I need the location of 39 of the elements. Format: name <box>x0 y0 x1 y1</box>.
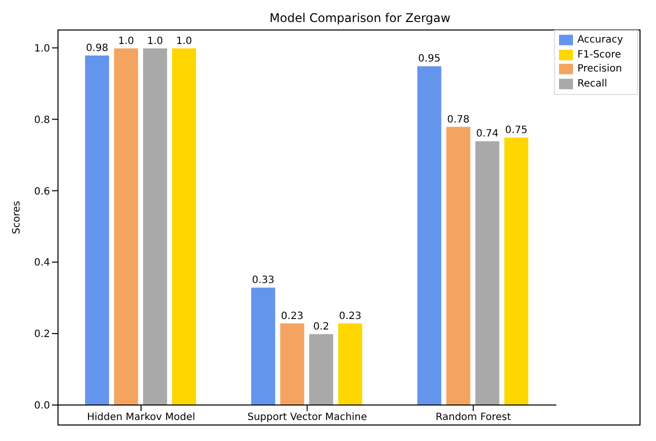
data-label: 0.95 <box>418 54 440 65</box>
data-label: 0.75 <box>505 125 528 136</box>
data-label: 0.78 <box>447 114 470 126</box>
data-label: 0.23 <box>281 310 304 322</box>
data-label: 1.0 <box>176 36 192 47</box>
data-label: 1.0 <box>147 36 164 47</box>
legend-label: Precision <box>577 64 622 76</box>
bar <box>279 322 306 405</box>
y-axis-title: Scores <box>12 200 23 234</box>
data-label: 0.23 <box>339 310 362 322</box>
legend-label: Accuracy <box>577 34 623 46</box>
x-tick-label: Random Forest <box>436 412 511 424</box>
bar <box>474 140 500 405</box>
bar <box>445 126 472 405</box>
y-tick-label: 0.4 <box>34 258 50 269</box>
data-label: 0.98 <box>86 43 108 54</box>
bar <box>142 47 168 405</box>
data-label: 1.0 <box>118 36 134 47</box>
bar <box>250 286 276 405</box>
bar <box>503 136 530 405</box>
data-label: 0.33 <box>252 275 274 286</box>
y-tick-label: 0.8 <box>34 114 50 126</box>
y-tick-label: 0.2 <box>34 329 50 340</box>
legend-label: Recall <box>577 78 608 90</box>
y-tick-label: 0.0 <box>34 400 50 412</box>
bar <box>84 54 110 405</box>
data-label: 0.2 <box>313 322 330 333</box>
bar <box>113 47 140 405</box>
x-tick-label: Support Vector Machine <box>247 412 367 424</box>
bar <box>416 65 442 405</box>
y-tick-label: 0.6 <box>34 186 50 198</box>
bar <box>171 47 198 405</box>
y-tick-label: 1.0 <box>34 43 50 54</box>
chart-title: Model Comparison for Zergaw <box>270 11 451 25</box>
bar <box>337 322 364 405</box>
bar <box>308 333 334 405</box>
data-label: 0.74 <box>476 128 498 140</box>
x-tick-label: Hidden Markov Model <box>86 412 196 424</box>
legend-label: F1-Score <box>577 49 622 60</box>
